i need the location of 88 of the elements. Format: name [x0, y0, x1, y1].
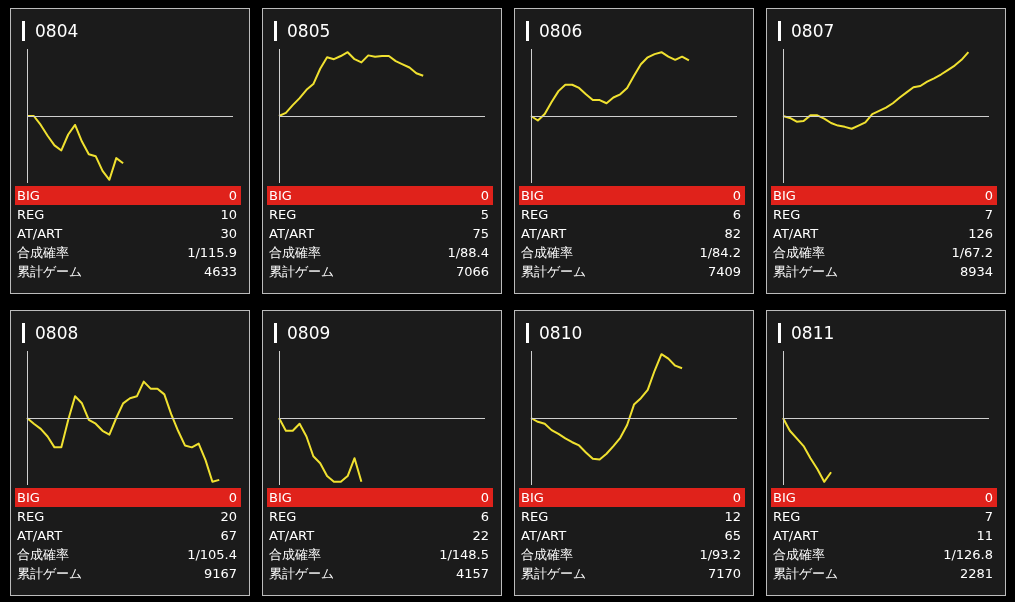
text: AT/ART — [521, 527, 567, 545]
chart-title: 0806 — [526, 21, 583, 41]
text: AT/ART — [269, 225, 315, 243]
text: AT/ART — [269, 527, 315, 545]
text: 合成確率 — [17, 546, 69, 564]
text: 7 — [984, 508, 993, 526]
text: REG — [773, 206, 801, 224]
text: 累計ゲーム — [269, 565, 334, 583]
text: 12 — [724, 508, 741, 526]
text: 82 — [724, 225, 741, 243]
text: 0 — [984, 489, 993, 507]
text: 4157 — [455, 565, 489, 583]
text: 6 — [480, 508, 489, 526]
text: 合成確率 — [773, 244, 825, 262]
chart-title: 0808 — [22, 323, 79, 343]
text: 0 — [984, 187, 993, 205]
text: 4633 — [203, 263, 237, 281]
text: 1/126.8 — [943, 546, 993, 564]
text: BIG — [773, 187, 796, 205]
text: 累計ゲーム — [521, 565, 586, 583]
text: 75 — [472, 225, 489, 243]
text: BIG — [521, 489, 544, 507]
text: 合成確率 — [269, 244, 321, 262]
text: REG — [17, 206, 45, 224]
text: 1/67.2 — [951, 244, 993, 262]
text: 合成確率 — [17, 244, 69, 262]
text: 11 — [976, 527, 993, 545]
chart-title: 0811 — [778, 323, 835, 343]
text: 累計ゲーム — [773, 565, 838, 583]
text: 累計ゲーム — [17, 263, 82, 281]
text: BIG — [17, 187, 40, 205]
text: 合成確率 — [773, 546, 825, 564]
text: 1/115.9 — [187, 244, 237, 262]
text: AT/ART — [521, 225, 567, 243]
text: BIG — [269, 489, 292, 507]
text: 67 — [220, 527, 237, 545]
text: 2281 — [959, 565, 993, 583]
chart-title: 0805 — [274, 21, 331, 41]
text: 6 — [732, 206, 741, 224]
text: BIG — [269, 187, 292, 205]
text: REG — [17, 508, 45, 526]
text: REG — [269, 206, 297, 224]
text: 8934 — [959, 263, 993, 281]
text: 7 — [984, 206, 993, 224]
text: 0 — [480, 489, 489, 507]
chart-title: 0810 — [526, 323, 583, 343]
text: REG — [521, 206, 549, 224]
chart-title: 0809 — [274, 323, 331, 343]
text: 30 — [220, 225, 237, 243]
text: AT/ART — [17, 527, 63, 545]
text: 累計ゲーム — [17, 565, 82, 583]
text: BIG — [17, 489, 40, 507]
text: REG — [269, 508, 297, 526]
text: REG — [521, 508, 549, 526]
text: 合成確率 — [521, 244, 573, 262]
text: AT/ART — [17, 225, 63, 243]
text: 1/148.5 — [439, 546, 489, 564]
text: 10 — [220, 206, 237, 224]
text: 累計ゲーム — [773, 263, 838, 281]
text: 1/84.2 — [699, 244, 741, 262]
text: 9167 — [203, 565, 237, 583]
text: 22 — [472, 527, 489, 545]
text: 累計ゲーム — [269, 263, 334, 281]
text: 合成確率 — [269, 546, 321, 564]
chart-title: 0807 — [778, 21, 835, 41]
text: BIG — [521, 187, 544, 205]
text: 0 — [228, 489, 237, 507]
text: BIG — [773, 489, 796, 507]
text: 126 — [968, 225, 993, 243]
text: 65 — [724, 527, 741, 545]
text: REG — [773, 508, 801, 526]
text: 0 — [732, 187, 741, 205]
text: 7170 — [707, 565, 741, 583]
text: 合成確率 — [521, 546, 573, 564]
chart-title: 0804 — [22, 21, 79, 41]
text: AT/ART — [773, 527, 819, 545]
text: 1/88.4 — [447, 244, 489, 262]
text: 5 — [480, 206, 489, 224]
text: 1/93.2 — [699, 546, 741, 564]
text: AT/ART — [773, 225, 819, 243]
text: 7066 — [455, 263, 489, 281]
text: 累計ゲーム — [521, 263, 586, 281]
text: 20 — [220, 508, 237, 526]
text: 1/105.4 — [187, 546, 237, 564]
text: 7409 — [707, 263, 741, 281]
text: 0 — [480, 187, 489, 205]
text: 0 — [228, 187, 237, 205]
text: 0 — [732, 489, 741, 507]
